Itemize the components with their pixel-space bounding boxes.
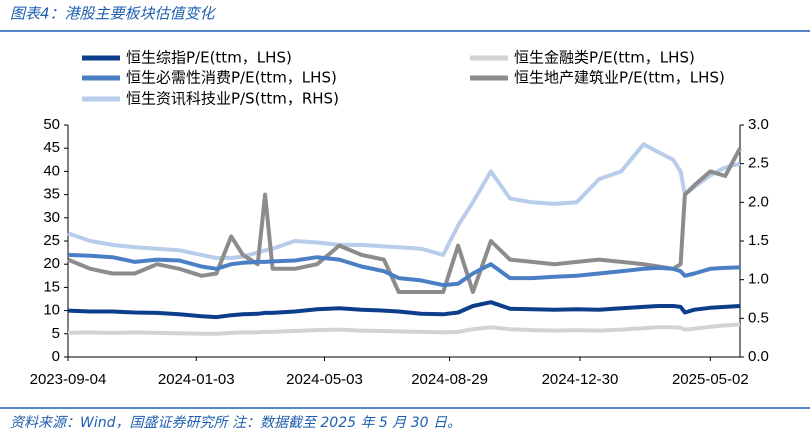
- legend-label: 恒生综指P/E(ttm，LHS): [126, 49, 292, 67]
- legend-label: 恒生资讯科技业P/S(ttm，RHS): [126, 90, 339, 108]
- legend-label: 恒生地产建筑业P/E(ttm，LHS): [514, 69, 725, 87]
- y2-tick-label: 2.5: [748, 155, 769, 172]
- series-line: [67, 322, 741, 336]
- y2-tick-label: 3.0: [748, 116, 769, 133]
- y-tick-label: 40: [43, 162, 60, 179]
- source-note: 资料来源：Wind，国盛证券研究所 注：数据截至 2025 年 5 月 30 日…: [10, 415, 461, 431]
- y2-tick-label: 1.5: [748, 232, 769, 249]
- y2-tick-label: 1.0: [748, 271, 769, 288]
- y2-tick-label: 2.0: [748, 193, 769, 210]
- x-tick-label: 2024-05-03: [286, 371, 363, 388]
- x-tick-label: 2024-01-03: [158, 371, 235, 388]
- y2-tick-label: 0.5: [748, 309, 769, 326]
- y2-tick-label: 0.0: [748, 348, 769, 365]
- legend-label: 恒生金融类P/E(ttm，LHS): [514, 49, 695, 67]
- x-tick-label: 2023-09-04: [30, 371, 107, 388]
- y-tick-label: 50: [43, 116, 60, 133]
- x-tick-label: 2024-12-30: [542, 371, 619, 388]
- series-line: [67, 252, 741, 288]
- y-tick-label: 35: [43, 186, 60, 203]
- series-line: [67, 300, 741, 320]
- y-tick-label: 30: [43, 209, 60, 226]
- y-tick-label: 25: [43, 232, 60, 249]
- y-tick-label: 45: [43, 139, 60, 156]
- y-tick-label: 15: [43, 278, 60, 295]
- legend-label: 恒生必需性消费P/E(ttm，LHS): [126, 69, 337, 87]
- y-tick-label: 10: [43, 302, 60, 319]
- series-line: [67, 142, 741, 260]
- chart-title: 图表4：港股主要板块估值变化: [10, 5, 217, 23]
- y-tick-label: 20: [43, 255, 60, 272]
- x-tick-label: 2025-05-02: [672, 371, 749, 388]
- y-tick-label: 0: [52, 348, 60, 365]
- x-tick-label: 2024-08-29: [411, 371, 488, 388]
- y-tick-label: 5: [52, 325, 60, 342]
